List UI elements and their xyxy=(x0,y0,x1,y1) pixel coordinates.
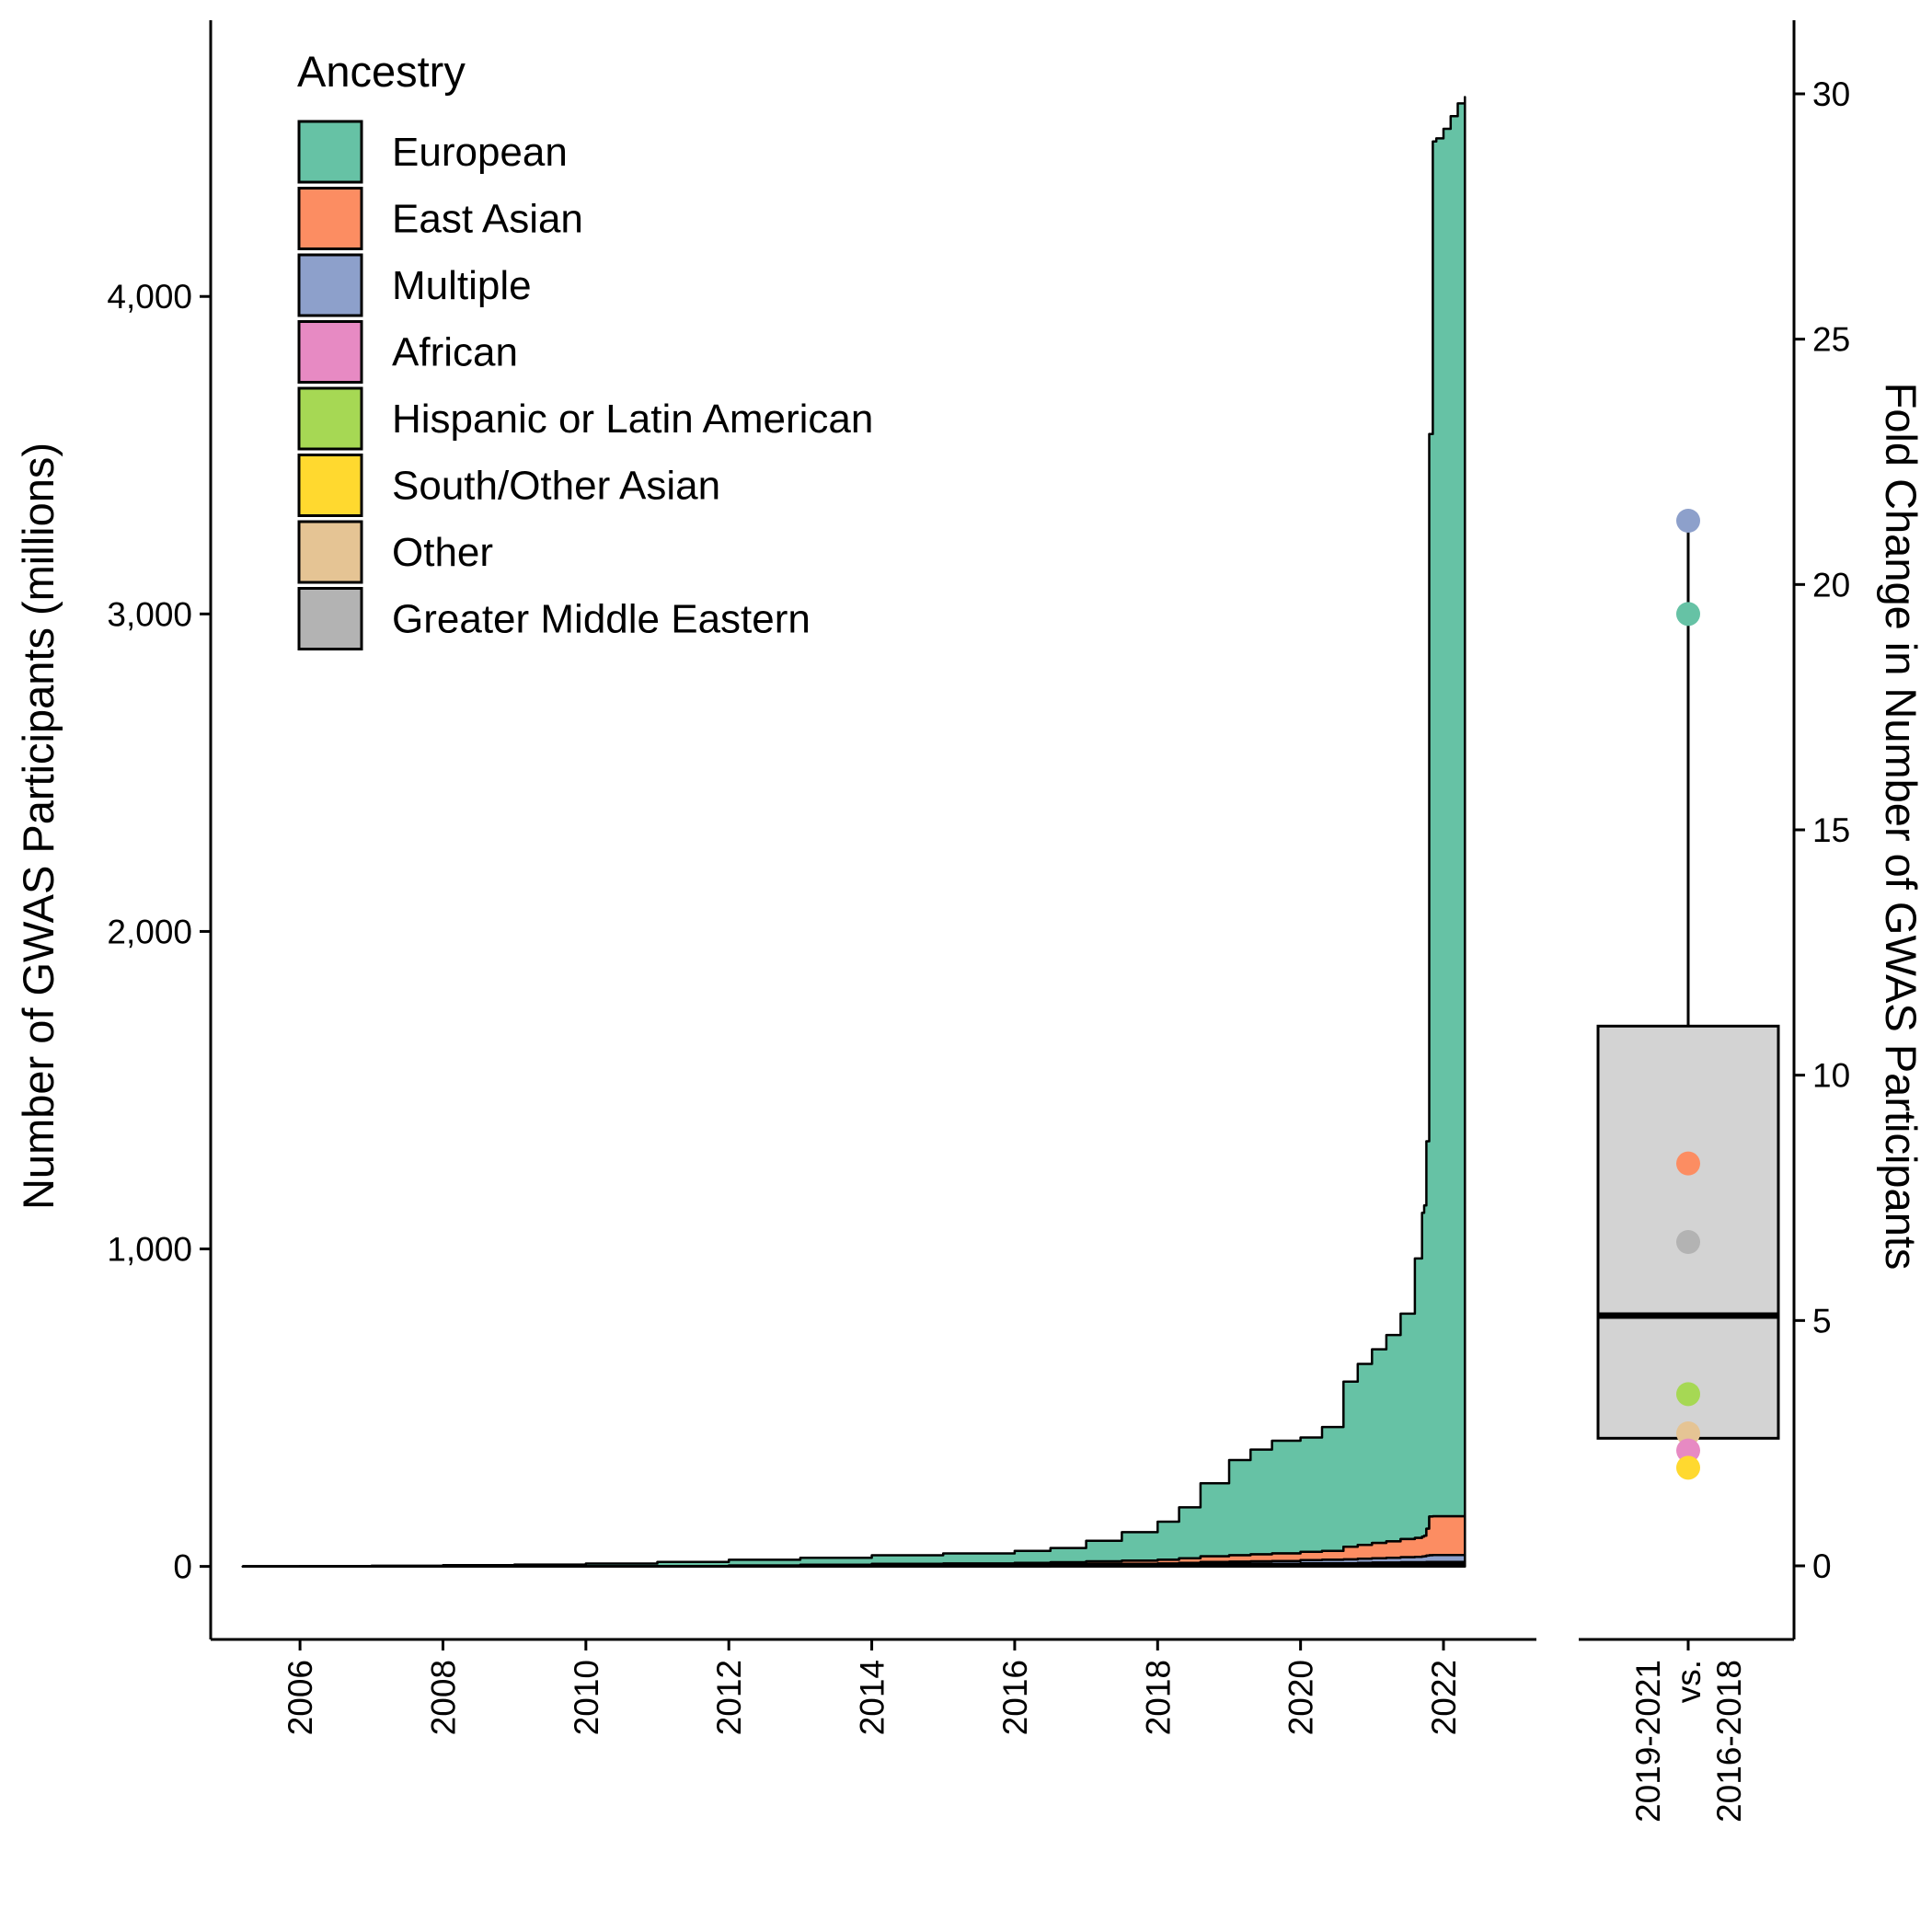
legend-label: Multiple xyxy=(392,263,532,308)
legend-label: European xyxy=(392,130,568,175)
right-y-tick-label: 20 xyxy=(1812,566,1850,604)
right-x-category-line: vs. xyxy=(1670,1660,1708,1703)
left-y-ticks: 0 1,000 2,000 3,000 4,000 xyxy=(107,278,211,1586)
left-y-tick-label: 4,000 xyxy=(107,278,192,316)
left-y-axis-title: Number of GWAS Participants (millions) xyxy=(14,443,63,1210)
right-y-tick-label: 15 xyxy=(1812,811,1850,849)
right-y-tick-label: 25 xyxy=(1812,321,1850,359)
legend-swatch xyxy=(297,120,363,184)
left-x-tick-label: 2022 xyxy=(1425,1660,1463,1735)
legend-swatch xyxy=(297,454,363,517)
left-y-tick-label: 1,000 xyxy=(107,1231,192,1269)
legend-label: East Asian xyxy=(392,197,583,242)
point-multiple xyxy=(1676,509,1700,533)
box-plot xyxy=(1596,521,1780,1440)
left-y-tick-label: 0 xyxy=(173,1548,192,1586)
legend-entries: European East Asian Multiple African Hispani… xyxy=(297,120,873,650)
left-x-tick-label: 2010 xyxy=(568,1660,605,1735)
legend-swatch xyxy=(297,187,363,250)
legend-label: Other xyxy=(392,530,493,575)
right-y-tick-label: 10 xyxy=(1812,1057,1850,1095)
left-x-tick-label: 2016 xyxy=(996,1660,1034,1735)
point-south-other-asian xyxy=(1676,1455,1700,1480)
right-x-category-line: 2016-2018 xyxy=(1710,1660,1748,1823)
box-panel: 0 5 10 15 20 25 30 2019-2021 vs. 2016-2018 Fold … xyxy=(1579,20,1926,1823)
legend-swatch xyxy=(297,386,363,451)
left-x-tick-label: 2008 xyxy=(424,1660,462,1735)
legend-swatch xyxy=(297,587,363,650)
point-greater-middle-eastern xyxy=(1676,1230,1700,1254)
point-east-asian xyxy=(1676,1151,1700,1176)
legend-swatch xyxy=(297,520,363,584)
left-x-tick-label: 2018 xyxy=(1139,1660,1177,1735)
left-x-tick-label: 2012 xyxy=(710,1660,748,1735)
point-hispanic-or-latin-american xyxy=(1676,1382,1700,1407)
right-y-tick-label: 5 xyxy=(1812,1302,1832,1340)
legend-swatch xyxy=(297,320,363,384)
left-x-tick-label: 2006 xyxy=(282,1660,319,1735)
point-other xyxy=(1676,1421,1700,1445)
point-african xyxy=(1676,1438,1700,1463)
right-x-category-label: 2019-2021 vs. 2016-2018 xyxy=(1629,1660,1748,1823)
left-x-tick-label: 2014 xyxy=(854,1660,891,1735)
right-y-axis-title: Fold Change in Number of GWAS Participan… xyxy=(1877,383,1926,1271)
right-y-tick-label: 0 xyxy=(1812,1547,1832,1585)
left-x-ticks: 2006 2008 2010 2012 2014 2016 2018 2020 2022 xyxy=(282,1639,1463,1735)
right-x-category-line: 2019-2021 xyxy=(1629,1660,1667,1823)
legend-title: Ancestry xyxy=(297,47,466,96)
point-european xyxy=(1676,602,1700,627)
right-y-ticks: 0 5 10 15 20 25 30 xyxy=(1794,75,1850,1585)
legend-label: South/Other Asian xyxy=(392,464,720,509)
legend: Ancestry European East Asian Multiple Afric… xyxy=(297,47,873,650)
left-x-tick-label: 2020 xyxy=(1282,1660,1320,1735)
legend-label: African xyxy=(392,330,518,375)
legend-label: Hispanic or Latin American xyxy=(392,397,873,442)
area-layer-european xyxy=(241,96,1466,1568)
fold-change-points xyxy=(1676,509,1700,1480)
legend-label: Greater Middle Eastern xyxy=(392,597,811,642)
stacked-area-layers xyxy=(241,96,1466,1568)
left-y-tick-label: 2,000 xyxy=(107,913,192,950)
legend-swatch xyxy=(297,253,363,317)
right-y-tick-label: 30 xyxy=(1812,75,1850,113)
left-y-tick-label: 3,000 xyxy=(107,595,192,633)
